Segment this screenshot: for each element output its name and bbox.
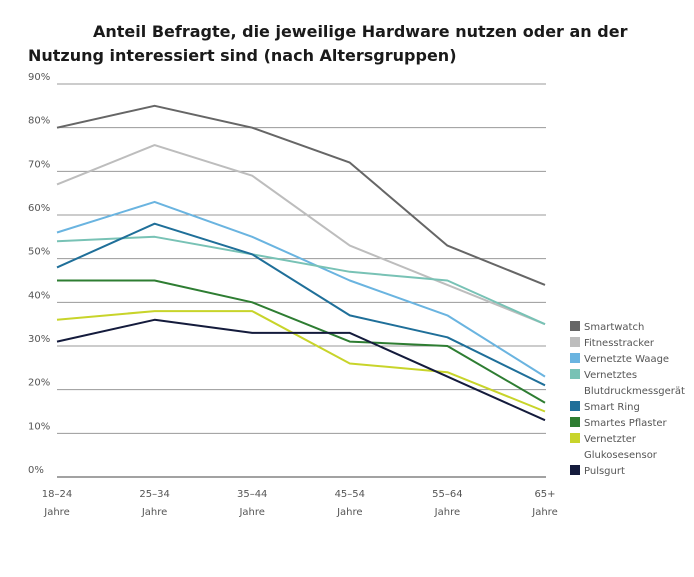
legend-swatch-2 xyxy=(570,337,580,347)
x-tick-label: Jahre xyxy=(43,507,69,518)
legend-label: Vernetzter xyxy=(584,434,637,445)
legend-swatch-1 xyxy=(570,321,580,331)
legend-swatch-3 xyxy=(570,353,580,363)
y-tick-label: 50% xyxy=(28,247,50,258)
legend-label: Blutdruckmessgerät xyxy=(584,386,685,397)
x-tick-label: Jahre xyxy=(238,507,264,518)
y-tick-label: 70% xyxy=(28,159,50,170)
legend-swatch-5 xyxy=(570,401,580,411)
x-tick-label: Jahre xyxy=(434,507,460,518)
legend-label: Smart Ring xyxy=(584,402,640,413)
y-tick-label: 60% xyxy=(28,203,50,214)
y-tick-label: 40% xyxy=(28,290,50,301)
legend-swatch-6 xyxy=(570,417,580,427)
y-tick-label: 30% xyxy=(28,334,50,345)
y-tick-label: 0% xyxy=(28,465,44,476)
chart-title-line-1: Anteil Befragte, die jeweilige Hardware … xyxy=(93,22,628,41)
x-tick-label: Jahre xyxy=(336,507,362,518)
series-line-1 xyxy=(56,104,546,286)
y-tick-label: 20% xyxy=(28,378,50,389)
legend-swatch-7 xyxy=(570,433,580,443)
series-line-7 xyxy=(56,310,546,413)
x-tick-label: Jahre xyxy=(531,507,557,518)
y-tick-label: 80% xyxy=(28,116,50,127)
legend-label: Smartes Pflaster xyxy=(584,418,668,429)
series-line-4 xyxy=(56,235,546,326)
chart-title-line-2: Nutzung interessiert sind (nach Altersgr… xyxy=(28,46,457,65)
x-tick-label: 65+ xyxy=(534,489,555,500)
legend-label: Smartwatch xyxy=(584,322,644,333)
series-line-5 xyxy=(56,222,546,387)
legend-label: Vernetztes xyxy=(584,370,637,381)
legend-swatch-8 xyxy=(570,465,580,475)
x-tick-label: 55–64 xyxy=(432,489,462,500)
legend-swatch-4 xyxy=(570,369,580,379)
series-line-8 xyxy=(56,318,546,422)
legend-label: Glukosesensor xyxy=(584,450,658,461)
x-tick-label: 25–34 xyxy=(139,489,169,500)
legend-label: Fitnesstracker xyxy=(584,338,655,349)
y-tick-label: 90% xyxy=(28,72,50,83)
legend-label: Vernetzte Waage xyxy=(584,354,669,365)
series-line-3 xyxy=(56,200,546,378)
x-tick-label: 45–54 xyxy=(335,489,365,500)
series-line-6 xyxy=(57,279,546,404)
y-tick-label: 10% xyxy=(28,421,50,432)
series-line-2 xyxy=(56,144,546,326)
x-tick-label: Jahre xyxy=(141,507,167,518)
legend-label: Pulsgurt xyxy=(584,466,625,477)
x-tick-label: 35–44 xyxy=(237,489,267,500)
x-tick-label: 18–24 xyxy=(42,489,72,500)
